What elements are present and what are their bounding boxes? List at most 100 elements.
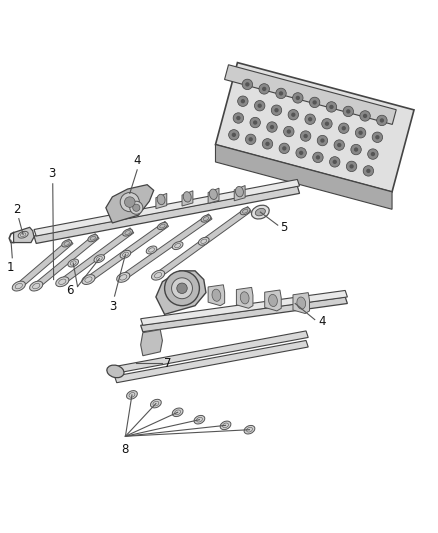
Polygon shape [14,228,34,243]
Ellipse shape [18,231,28,238]
Ellipse shape [172,408,183,417]
Circle shape [286,130,291,134]
Polygon shape [293,293,310,313]
Polygon shape [34,180,300,236]
Ellipse shape [120,251,131,259]
Circle shape [355,127,366,138]
Ellipse shape [220,421,231,430]
Polygon shape [141,297,347,332]
Polygon shape [115,331,308,373]
Polygon shape [182,191,193,206]
Ellipse shape [240,292,249,304]
Circle shape [296,96,300,100]
Polygon shape [156,271,206,314]
Circle shape [317,135,328,146]
Ellipse shape [251,205,269,219]
Polygon shape [34,186,300,244]
Circle shape [367,149,378,159]
Circle shape [245,134,256,144]
Circle shape [120,192,139,212]
Polygon shape [237,287,253,308]
Circle shape [233,113,244,123]
Ellipse shape [172,241,183,249]
Ellipse shape [94,255,105,263]
Polygon shape [115,341,308,383]
Circle shape [366,169,371,173]
Ellipse shape [30,281,43,291]
Text: 2: 2 [13,203,21,216]
Circle shape [248,137,253,142]
Circle shape [329,157,340,167]
Polygon shape [215,62,414,192]
Ellipse shape [62,240,71,247]
Circle shape [262,87,266,91]
Polygon shape [156,193,167,208]
Ellipse shape [236,187,244,197]
Circle shape [288,109,299,120]
Circle shape [238,96,248,107]
Ellipse shape [127,391,138,399]
Polygon shape [265,290,281,311]
Circle shape [133,204,140,212]
Circle shape [124,197,135,207]
Circle shape [346,161,357,172]
Circle shape [165,271,199,305]
Circle shape [258,103,262,108]
Circle shape [300,131,311,141]
Ellipse shape [68,259,78,267]
Circle shape [274,108,279,112]
Ellipse shape [201,215,211,222]
Circle shape [250,117,261,128]
Text: 3: 3 [109,300,116,312]
Circle shape [130,201,143,214]
Polygon shape [34,233,99,288]
Circle shape [282,146,286,150]
Circle shape [177,283,187,294]
Ellipse shape [244,425,255,434]
Circle shape [242,79,253,90]
Circle shape [339,123,349,133]
Circle shape [299,151,303,155]
Circle shape [346,109,350,114]
Ellipse shape [255,208,265,216]
Ellipse shape [107,365,124,378]
Circle shape [305,114,315,125]
Text: 7: 7 [164,357,171,369]
Polygon shape [215,144,392,209]
Circle shape [283,126,294,137]
Ellipse shape [209,189,217,199]
Circle shape [337,143,342,147]
Circle shape [279,91,283,95]
Polygon shape [87,221,169,282]
Ellipse shape [198,237,209,245]
Ellipse shape [158,222,167,230]
Ellipse shape [56,277,69,287]
Text: 8: 8 [122,443,129,456]
Ellipse shape [240,208,250,215]
Circle shape [293,93,303,103]
Circle shape [229,130,239,140]
Polygon shape [17,239,73,288]
Circle shape [296,148,306,158]
Ellipse shape [88,235,98,242]
Text: 5: 5 [280,221,287,234]
Circle shape [351,144,361,155]
Text: 3: 3 [48,167,55,180]
Text: 4: 4 [318,315,326,328]
Ellipse shape [297,297,306,309]
Ellipse shape [157,195,165,205]
Ellipse shape [268,294,277,306]
Circle shape [267,122,277,132]
Ellipse shape [212,289,221,301]
Polygon shape [225,64,396,124]
Polygon shape [156,207,251,278]
Circle shape [271,105,282,116]
Polygon shape [208,285,225,305]
Circle shape [241,99,245,103]
Polygon shape [234,185,245,201]
Circle shape [343,106,353,117]
Circle shape [309,97,320,108]
Text: 1: 1 [6,261,14,274]
Text: 4: 4 [134,154,141,167]
Circle shape [329,105,334,109]
